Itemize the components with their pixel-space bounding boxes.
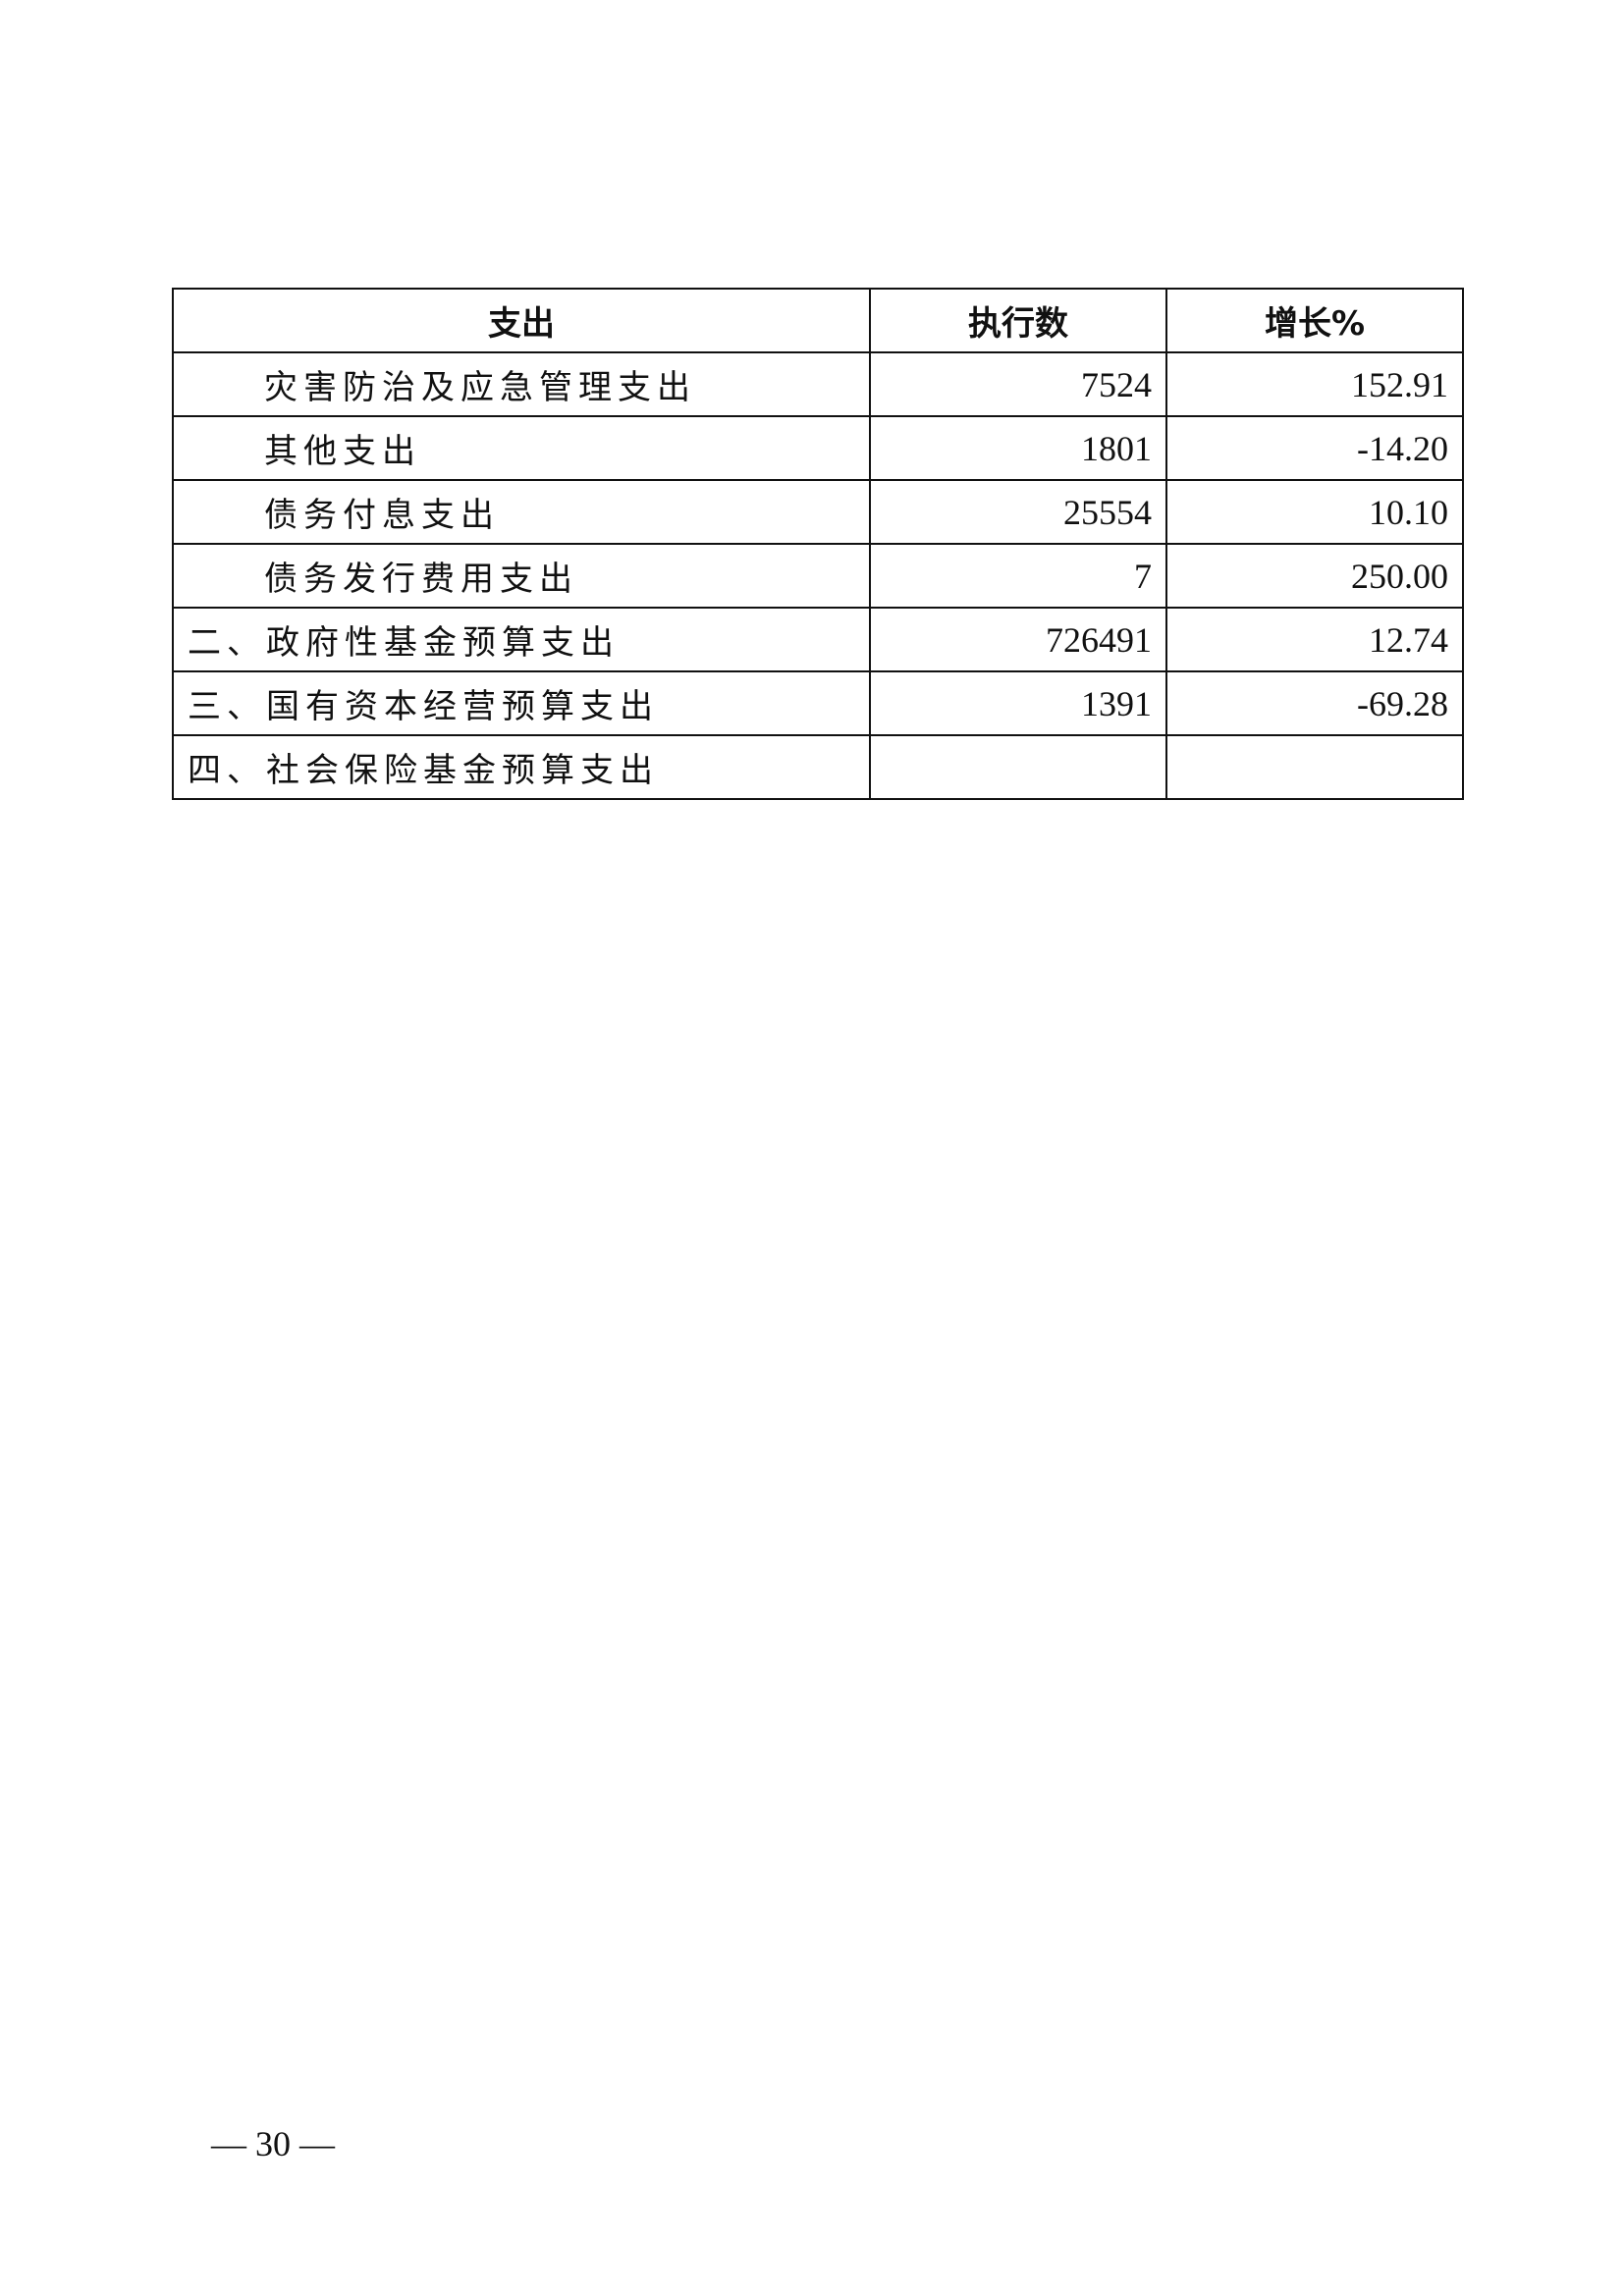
row-growth: 152.91 <box>1165 351 1464 417</box>
row-name: 二、政府性基金预算支出 <box>172 607 871 672</box>
table-row: 灾害防治及应急管理支出 7524 152.91 <box>172 351 1464 417</box>
header-expenditure: 支出 <box>172 288 871 353</box>
row-amount: 25554 <box>869 479 1167 545</box>
table-row: 三、国有资本经营预算支出 1391 -69.28 <box>172 670 1464 736</box>
table-row: 债务发行费用支出 7 250.00 <box>172 543 1464 609</box>
table-row: 四、社会保险基金预算支出 <box>172 734 1464 800</box>
row-amount: 1391 <box>869 670 1167 736</box>
row-growth <box>1165 734 1464 800</box>
row-growth: 10.10 <box>1165 479 1464 545</box>
row-amount: 7 <box>869 543 1167 609</box>
row-amount: 726491 <box>869 607 1167 672</box>
row-name: 债务付息支出 <box>172 479 871 545</box>
row-name: 灾害防治及应急管理支出 <box>172 351 871 417</box>
row-amount: 7524 <box>869 351 1167 417</box>
table-row: 二、政府性基金预算支出 726491 12.74 <box>172 607 1464 672</box>
row-name: 债务发行费用支出 <box>172 543 871 609</box>
row-growth: -14.20 <box>1165 415 1464 481</box>
row-amount <box>869 734 1167 800</box>
table-header-row: 支出 执行数 增长% <box>172 288 1464 353</box>
page-number: — 30 — <box>211 2124 335 2163</box>
row-growth: -69.28 <box>1165 670 1464 736</box>
header-amount: 执行数 <box>869 288 1167 353</box>
row-name: 其他支出 <box>172 415 871 481</box>
row-amount: 1801 <box>869 415 1167 481</box>
row-growth: 250.00 <box>1165 543 1464 609</box>
table-row: 其他支出 1801 -14.20 <box>172 415 1464 481</box>
row-growth: 12.74 <box>1165 607 1464 672</box>
expenditure-table: 支出 执行数 增长% 灾害防治及应急管理支出 7524 152.91 其他支出 1801… <box>172 288 1464 800</box>
row-name: 四、社会保险基金预算支出 <box>172 734 871 800</box>
row-name: 三、国有资本经营预算支出 <box>172 670 871 736</box>
table-row: 债务付息支出 25554 10.10 <box>172 479 1464 545</box>
header-growth: 增长% <box>1165 288 1464 353</box>
